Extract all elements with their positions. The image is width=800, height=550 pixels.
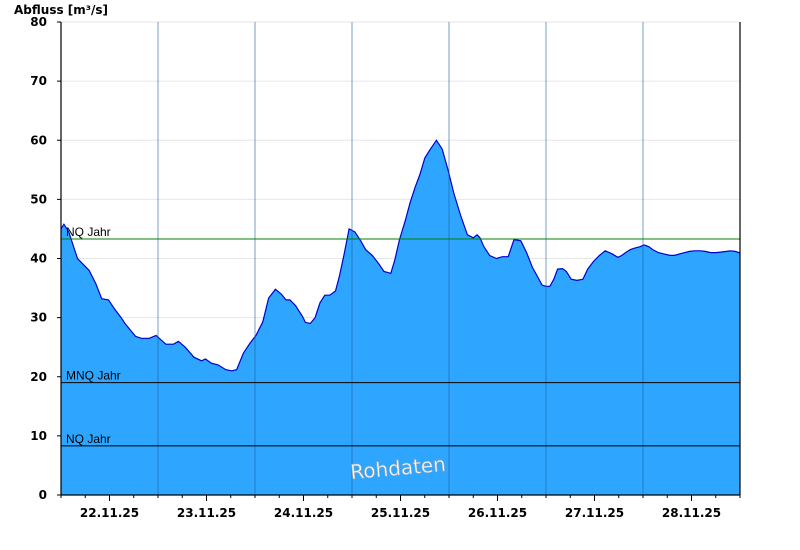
y-tick-label: 70 xyxy=(30,74,47,88)
y-tick-label: 40 xyxy=(30,252,47,266)
x-tick-label: 22.11.25 xyxy=(80,506,139,520)
reference-lines: NQ Jahr MNQ Jahr NQ Jahr xyxy=(61,225,740,447)
y-tick-label: 10 xyxy=(30,429,47,443)
y-tick-label: 30 xyxy=(30,311,47,325)
y-tick-label: 50 xyxy=(30,192,47,206)
y-tick-label: 20 xyxy=(30,370,47,384)
reference-label: NQ Jahr xyxy=(66,432,111,446)
discharge-area xyxy=(61,140,740,496)
y-tick-label: 60 xyxy=(30,133,47,147)
x-tick-label: 26.11.25 xyxy=(468,506,527,520)
y-axis-title: Abfluss [m³/s] xyxy=(14,3,108,17)
reference-label: NQ Jahr xyxy=(66,225,111,239)
discharge-series xyxy=(60,22,741,496)
x-tick-label: 27.11.25 xyxy=(565,506,624,520)
y-tick-label: 0 xyxy=(39,488,47,502)
x-tick-label: 28.11.25 xyxy=(662,506,721,520)
x-tick-label: 23.11.25 xyxy=(177,506,236,520)
reference-label: MNQ Jahr xyxy=(66,369,121,383)
axes: 0 10 20 30 40 50 60 70 80 22.11.25 23.11.25 24.11.2… xyxy=(30,15,741,520)
y-tick-label: 80 xyxy=(30,15,47,29)
x-tick-label: 24.11.25 xyxy=(274,506,333,520)
x-tick-label: 25.11.25 xyxy=(371,506,430,520)
